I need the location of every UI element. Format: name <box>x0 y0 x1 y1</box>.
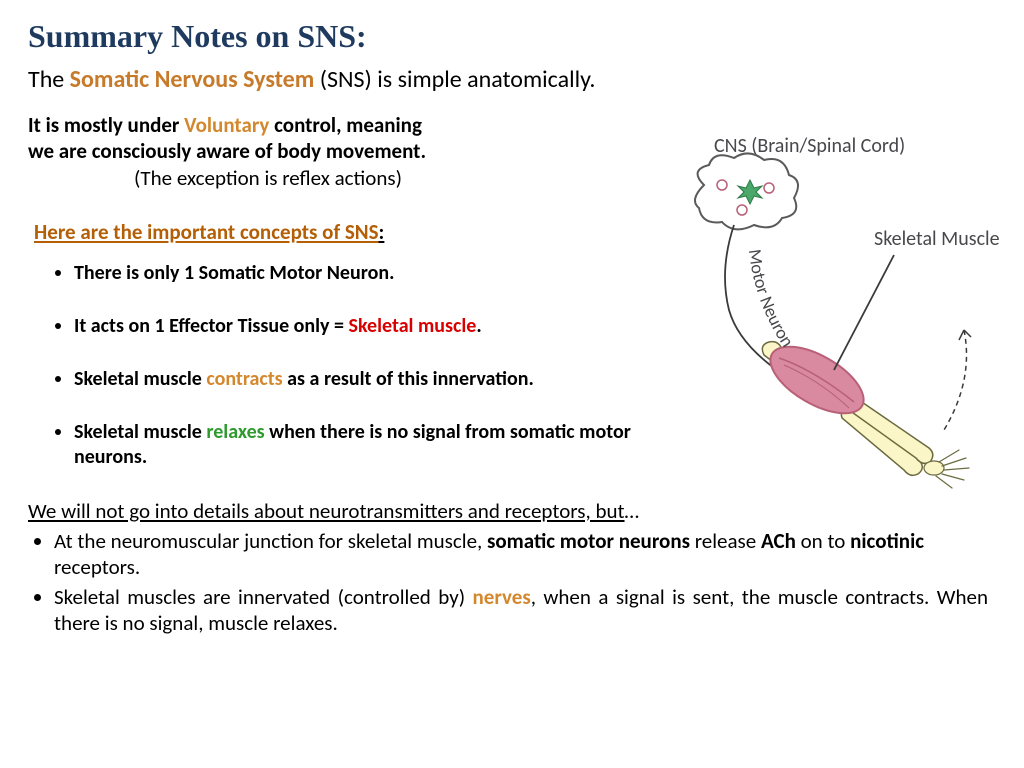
concept-3: Skeletal muscle contracts as a result of… <box>74 367 664 392</box>
c2a: It acts on 1 Effector Tissue only = <box>74 314 349 338</box>
voluntary-block: It is mostly under Voluntary control, me… <box>28 112 628 165</box>
movement-arc-icon <box>944 330 967 430</box>
intro-suffix: (SNS) is simple anatomically. <box>314 65 595 94</box>
details-section: We will not go into details about neurot… <box>28 498 988 637</box>
d1d: ACh <box>761 528 796 554</box>
c3c: as a result of this innervation. <box>283 367 534 391</box>
left-column: It is mostly under Voluntary control, me… <box>28 112 628 470</box>
concepts-header: Here are the important concepts of SNS: <box>34 219 628 245</box>
c4b: relaxes <box>206 420 264 444</box>
concepts-header-text: Here are the important concepts of SNS <box>34 219 379 245</box>
page-title: Summary Notes on SNS: <box>28 18 996 55</box>
vol-1b: Voluntary <box>184 112 269 138</box>
d1a: At the neuromuscular junction for skelet… <box>54 528 487 554</box>
c2b: Skeletal muscle <box>349 314 477 338</box>
c3a: Skeletal muscle <box>74 367 206 391</box>
detail-1: At the neuromuscular junction for skelet… <box>54 528 988 581</box>
d1e: on to <box>796 528 850 554</box>
details-header: We will not go into details about neurot… <box>28 498 625 524</box>
muscle-label: Skeletal Muscle <box>874 227 1000 251</box>
intro-prefix: The <box>28 65 70 94</box>
intro-term: Somatic Nervous System <box>70 65 315 94</box>
neuron-label: Motor Neuron <box>744 248 799 351</box>
concepts-list: There is only 1 Somatic Motor Neuron. It… <box>74 261 664 470</box>
d2b: nerves <box>473 584 531 610</box>
vol-1a: It is mostly under <box>28 112 184 138</box>
vol-1c: control, meaning <box>269 112 422 138</box>
concept-2: It acts on 1 Effector Tissue only = Skel… <box>74 314 664 339</box>
arm-icon <box>760 333 969 488</box>
concepts-colon: : <box>379 219 385 245</box>
exception-line: (The exception is reflex actions) <box>28 165 508 191</box>
d1f: nicotinic <box>850 528 924 554</box>
brain-icon <box>695 153 798 229</box>
d1c: release <box>690 528 761 554</box>
intro-line: The Somatic Nervous System (SNS) is simp… <box>28 65 996 94</box>
c2c: . <box>476 314 481 338</box>
concept-4: Skeletal muscle relaxes when there is no… <box>74 420 664 470</box>
d1g: receptors. <box>54 554 140 580</box>
vol-2: we are consciously aware of body movemen… <box>28 138 426 164</box>
anatomy-diagram: CNS (Brain/Spinal Cord) Skeletal Muscle <box>634 130 1004 490</box>
d1b: somatic motor neurons <box>487 528 690 554</box>
details-list: At the neuromuscular junction for skelet… <box>54 528 988 637</box>
muscle-pointer-icon <box>834 255 894 370</box>
c4a: Skeletal muscle <box>74 420 206 444</box>
detail-2: Skeletal muscles are innervated (control… <box>54 584 988 637</box>
d2a: Skeletal muscles are innervated (control… <box>54 584 473 610</box>
c3b: contracts <box>206 367 282 391</box>
details-ellipsis: … <box>625 498 640 524</box>
concept-1: There is only 1 Somatic Motor Neuron. <box>74 261 664 286</box>
